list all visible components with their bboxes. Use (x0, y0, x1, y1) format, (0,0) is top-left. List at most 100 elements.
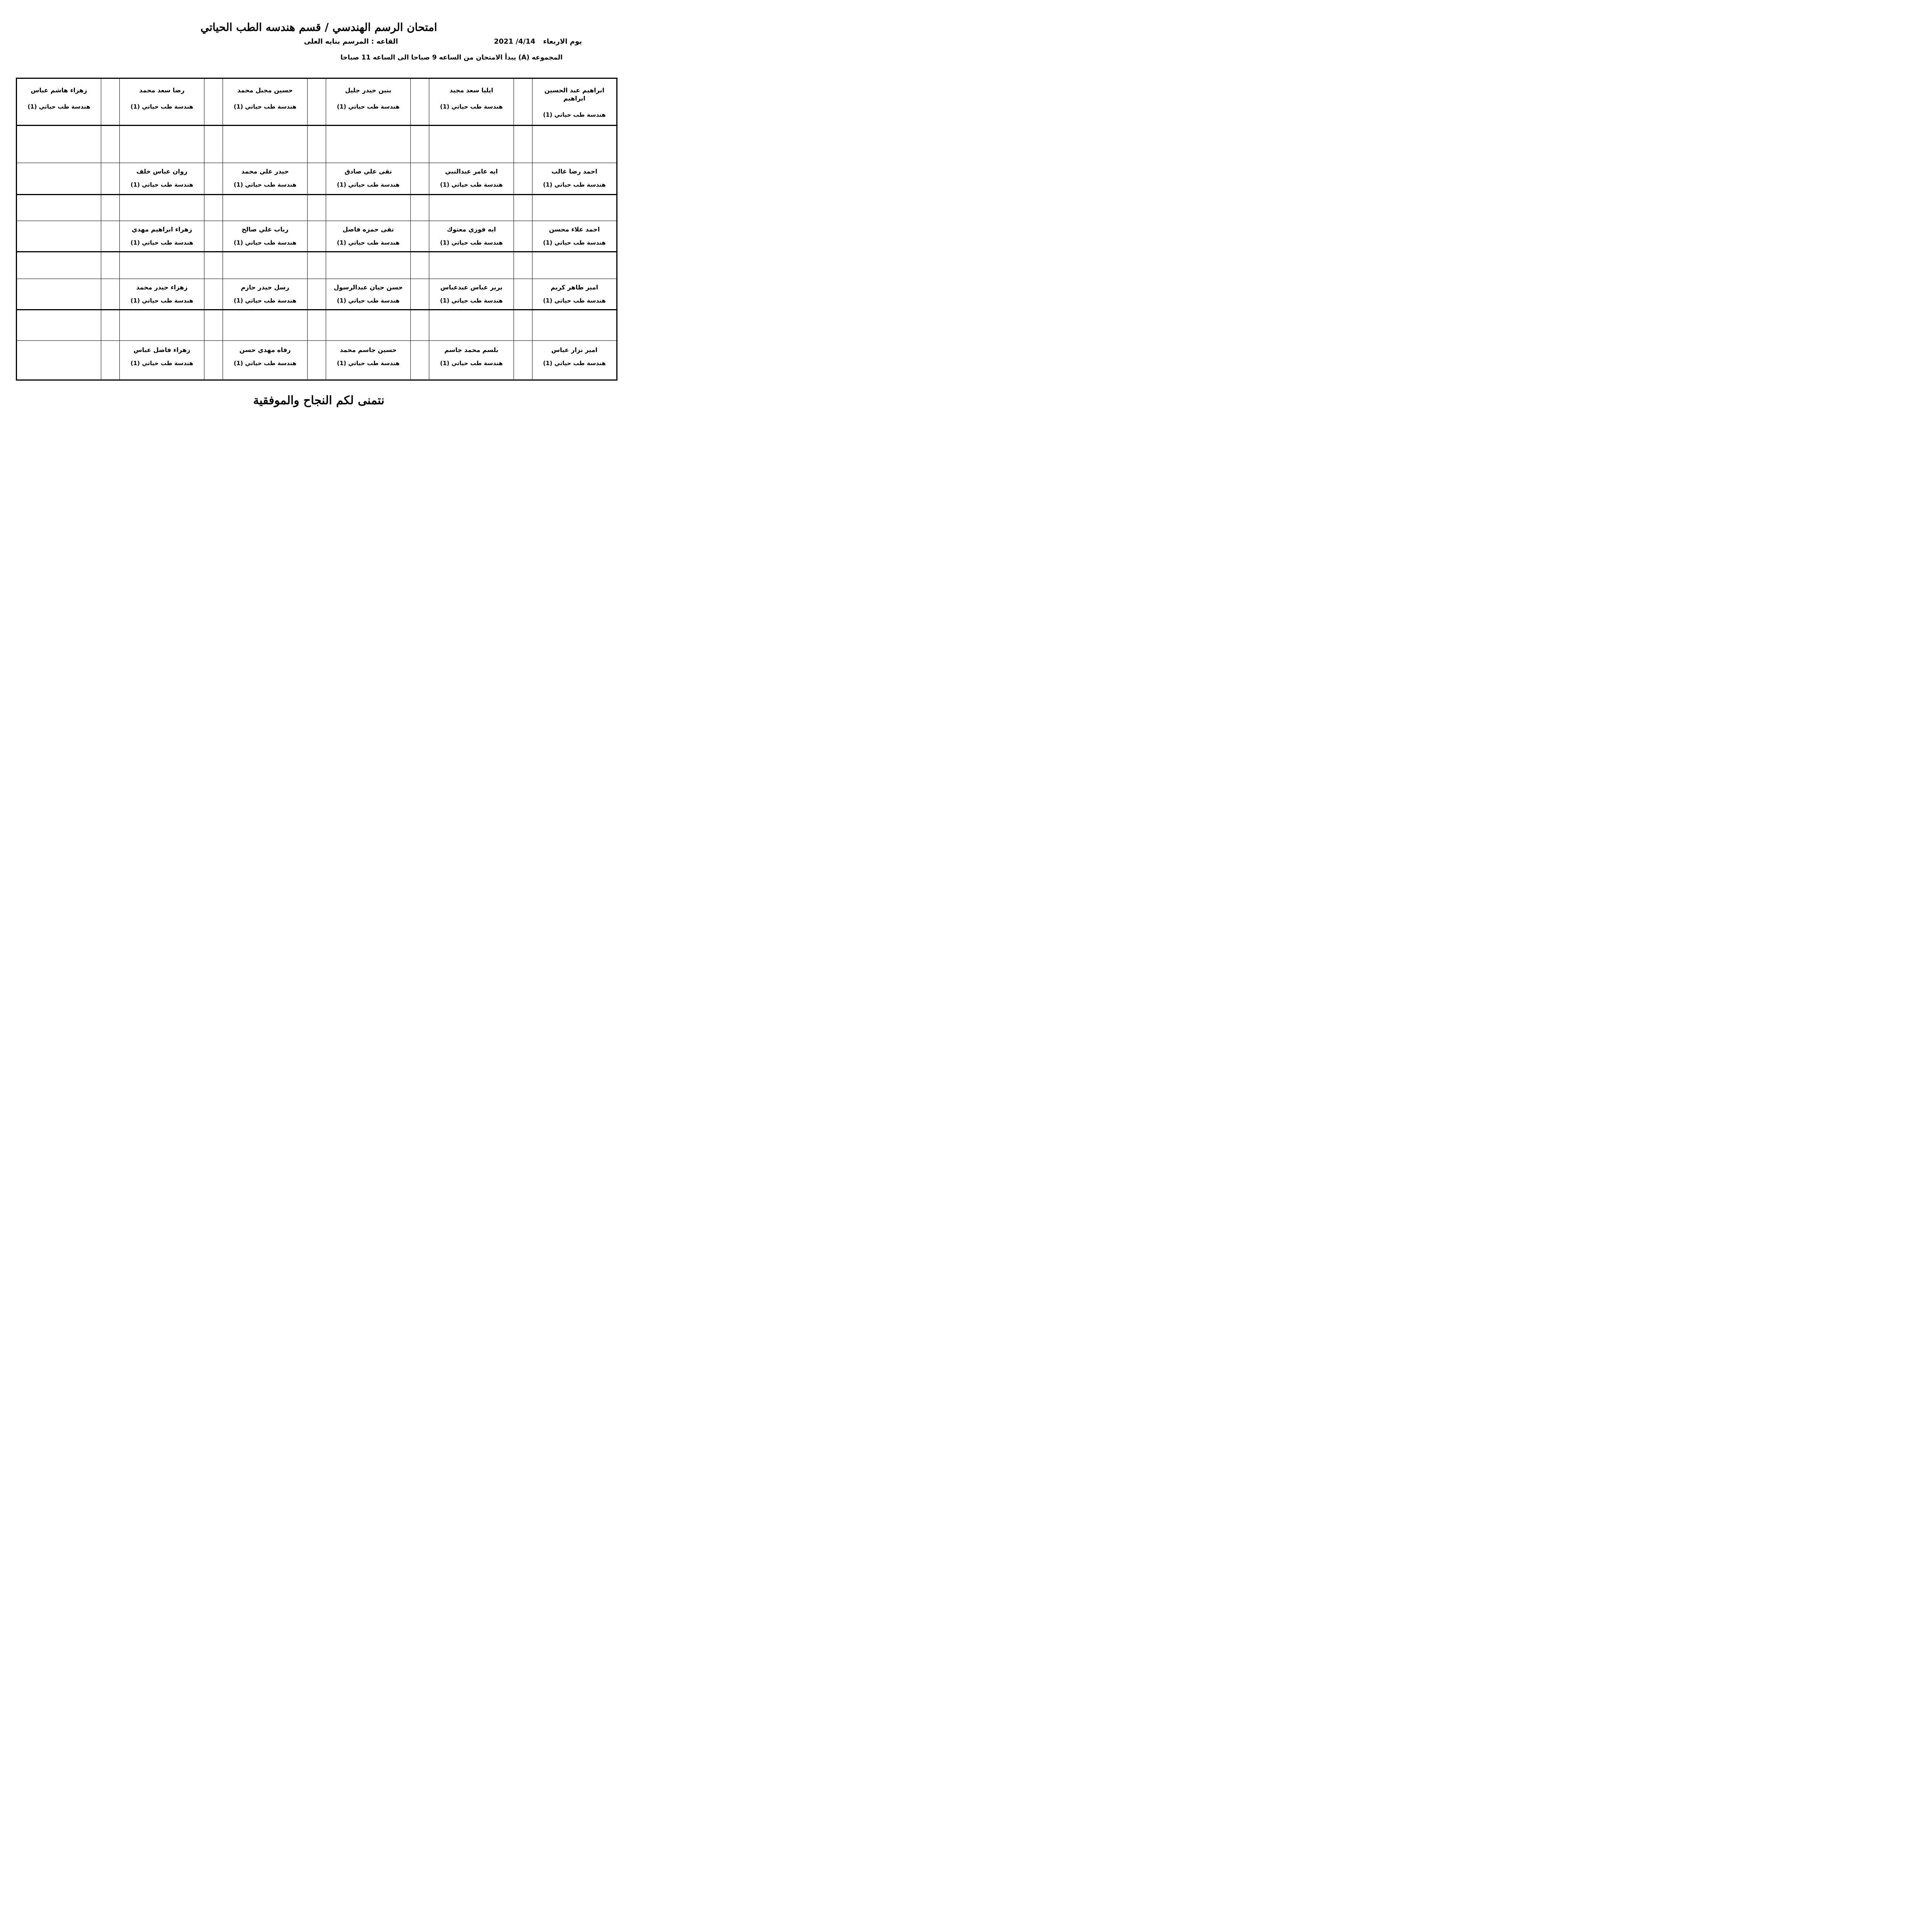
course-label: هندسة طب حياتي (1) (130, 297, 194, 304)
course-label: هندسة طب حياتي (1) (440, 181, 503, 188)
seat-cell: ايه عامر عبدالنبي هندسة طب حياتي (1) (429, 163, 514, 195)
student-name: امير طاهر كريم (551, 284, 598, 291)
course-label: هندسة طب حياتي (1) (543, 297, 606, 304)
empty-seat-cell (532, 252, 617, 279)
course-label: هندسة طب حياتي (1) (543, 239, 606, 246)
page-title: امتحان الرسم الهندسي / قسم هندسه الطب ال… (200, 21, 437, 34)
course-label: هندسة طب حياتي (1) (233, 359, 297, 367)
seat-cell: رضا سعد محمد هندسة طب حياتي (1) (119, 78, 204, 126)
student-name: ايه فوزي معتوك (447, 226, 496, 233)
seat-cell: بنين حيدر جليل هندسة طب حياتي (1) (326, 78, 411, 126)
spacer-cell (410, 310, 429, 341)
empty-seat-cell (16, 340, 101, 381)
course-label: هندسة طب حياتي (1) (27, 103, 90, 110)
spacer-cell (307, 310, 326, 341)
course-label: هندسة طب حياتي (1) (543, 181, 606, 188)
empty-seat-cell (429, 252, 514, 279)
table-row (16, 194, 617, 221)
seat-cell: تقى حمزه فاضل هندسة طب حياتي (1) (326, 221, 411, 252)
empty-seat-cell (16, 194, 101, 221)
spacer-cell (307, 221, 326, 252)
spacer-cell (101, 125, 120, 163)
seat-cell: تقى علي صادق هندسة طب حياتي (1) (326, 163, 411, 195)
empty-seat-cell (532, 125, 617, 163)
footer-wish: نتمنى لكم النجاح والموفقية (253, 394, 384, 407)
spacer-cell (514, 279, 532, 310)
spacer-cell (514, 194, 532, 221)
empty-seat-cell (429, 194, 514, 221)
student-name: بنين حيدر جليل (345, 87, 391, 94)
spacer-cell (307, 78, 326, 126)
course-label: هندسة طب حياتي (1) (130, 359, 194, 367)
seat-cell: زهزاء حيدر محمد هندسة طب حياتي (1) (119, 279, 204, 310)
table-row: امير نزار عباس هندسة طب حياتي (1) بلسم محم… (16, 340, 617, 381)
empty-seat-cell (119, 125, 204, 163)
spacer-cell (307, 279, 326, 310)
empty-seat-cell (119, 194, 204, 221)
exam-seating-page: امتحان الرسم الهندسي / قسم هندسه الطب ال… (0, 0, 638, 493)
table-row: احمد علاء محسن هندسة طب حياتي (1) ايه فوزي… (16, 221, 617, 252)
spacer-cell (307, 163, 326, 195)
student-name: زهزاء حيدر محمد (136, 284, 188, 291)
spacer-cell (410, 78, 429, 126)
spacer-cell (514, 78, 532, 126)
spacer-cell (410, 221, 429, 252)
spacer-cell (204, 221, 223, 252)
course-label: هندسة طب حياتي (1) (337, 297, 400, 304)
empty-seat-cell (16, 221, 101, 252)
seat-cell: زهراء فاضل عباس هندسة طب حياتي (1) (119, 340, 204, 381)
course-label: هندسة طب حياتي (1) (337, 181, 400, 188)
empty-seat-cell (16, 252, 101, 279)
seat-cell: حيدر علي محمد هندسة طب حياتي (1) (223, 163, 308, 195)
seat-cell: رسل حيدر حازم هندسة طب حياتي (1) (223, 279, 308, 310)
spacer-cell (410, 125, 429, 163)
empty-seat-cell (429, 125, 514, 163)
course-label: هندسة طب حياتي (1) (337, 239, 400, 246)
student-name: رباب علي صالح (242, 226, 289, 233)
student-name: احمد رضا غالب (551, 168, 597, 175)
student-name: تقى علي صادق (344, 168, 392, 175)
empty-seat-cell (16, 163, 101, 195)
spacer-cell (101, 221, 120, 252)
seat-cell: رفاه مهدي حسن هندسة طب حياتي (1) (223, 340, 308, 381)
student-name: بلسم محمد جاسم (444, 346, 498, 354)
spacer-cell (307, 252, 326, 279)
spacer-cell (307, 340, 326, 381)
seat-cell: ابراهيم عبد الحسين ابراهيم هندسة طب حياتي… (532, 78, 617, 126)
student-name: روان عباس خلف (136, 168, 188, 175)
seating-table-body: ابراهيم عبد الحسين ابراهيم هندسة طب حياتي… (16, 78, 617, 381)
empty-seat-cell (326, 125, 411, 163)
seat-cell: حسين جاسم محمد هندسة طب حياتي (1) (326, 340, 411, 381)
seat-cell: ايليا سعد مجيد هندسة طب حياتي (1) (429, 78, 514, 126)
spacer-cell (204, 340, 223, 381)
student-name: زهراء فاضل عباس (133, 346, 190, 354)
seat-cell: بلسم محمد جاسم هندسة طب حياتي (1) (429, 340, 514, 381)
empty-seat-cell (326, 310, 411, 341)
spacer-cell (204, 310, 223, 341)
course-label: هندسة طب حياتي (1) (233, 297, 297, 304)
exam-hall-label: القاعه : المرسم بنايه العلى (304, 37, 398, 46)
seat-cell: احمد رضا غالب هندسة طب حياتي (1) (532, 163, 617, 195)
table-row: احمد رضا غالب هندسة طب حياتي (1) ايه عامر … (16, 163, 617, 195)
student-name: تقى حمزه فاضل (342, 226, 394, 233)
spacer-cell (410, 279, 429, 310)
spacer-cell (514, 252, 532, 279)
spacer-cell (514, 340, 532, 381)
empty-seat-cell (532, 194, 617, 221)
seat-cell: امير طاهر كريم هندسة طب حياتي (1) (532, 279, 617, 310)
empty-seat-cell (326, 252, 411, 279)
table-row (16, 252, 617, 279)
spacer-cell (204, 125, 223, 163)
empty-seat-cell (429, 310, 514, 341)
seat-cell: رباب علي صالح هندسة طب حياتي (1) (223, 221, 308, 252)
seat-cell: زهراء ابراهيم مهدي هندسة طب حياتي (1) (119, 221, 204, 252)
course-label: هندسة طب حياتي (1) (233, 103, 297, 110)
spacer-cell (514, 163, 532, 195)
empty-seat-cell (16, 310, 101, 341)
course-label: هندسة طب حياتي (1) (543, 359, 606, 367)
student-name: حسين مجبل محمد (237, 87, 293, 94)
seat-cell: روان عباس خلف هندسة طب حياتي (1) (119, 163, 204, 195)
empty-seat-cell (16, 125, 101, 163)
exam-date: يوم الاربعاء 2021 /4/14 (494, 37, 582, 46)
empty-seat-cell (532, 310, 617, 341)
